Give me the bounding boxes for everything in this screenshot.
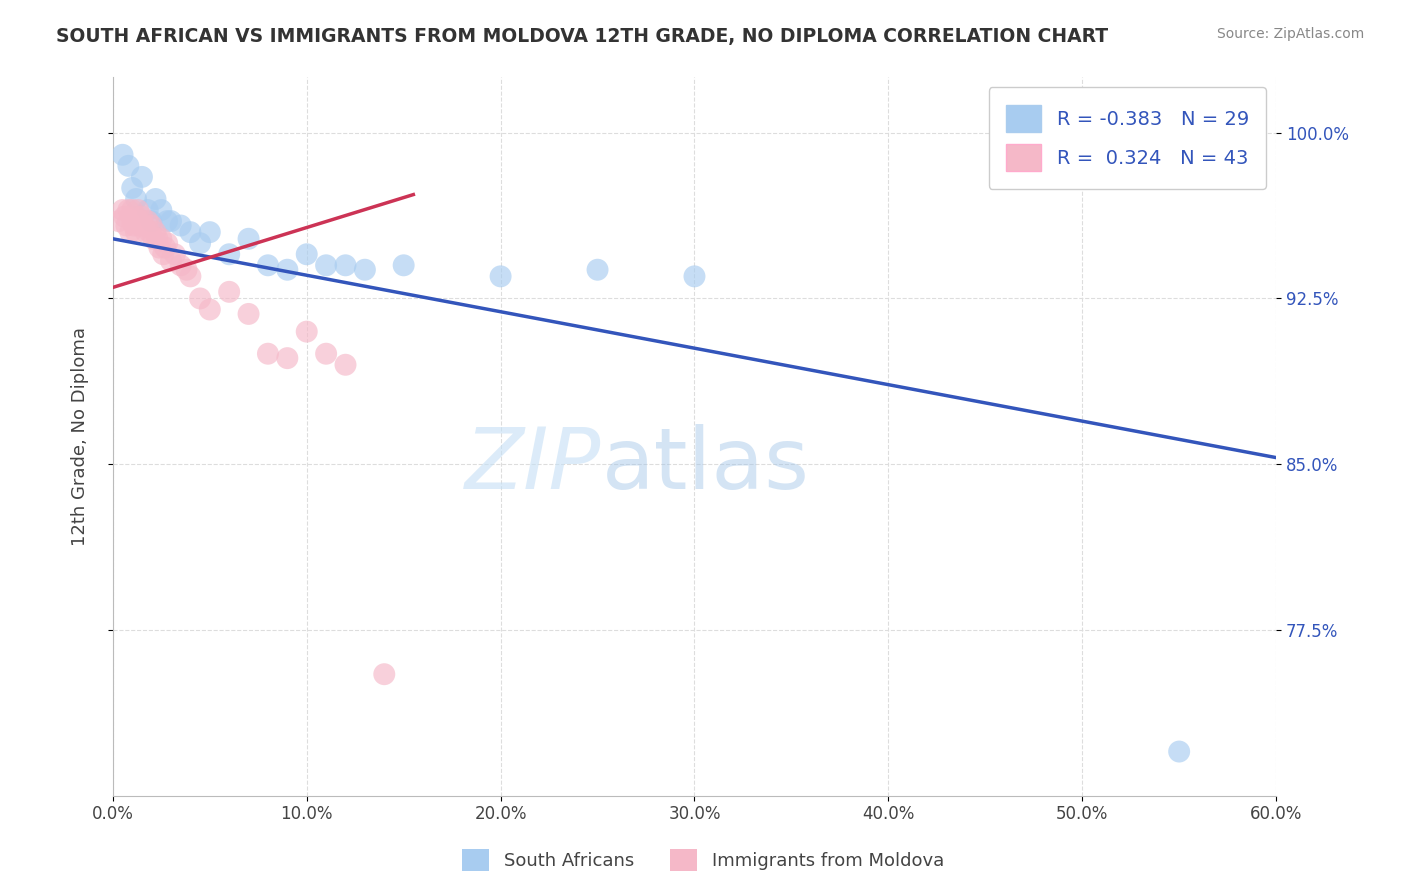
Point — [392, 258, 415, 272]
Point — [1226, 121, 1249, 136]
Point — [115, 219, 138, 233]
Point — [188, 236, 211, 251]
Point — [107, 214, 129, 228]
Point — [257, 347, 280, 361]
Point — [315, 258, 337, 272]
Point — [136, 202, 159, 217]
Point — [160, 214, 183, 228]
Point — [276, 351, 298, 365]
Point — [145, 225, 167, 239]
Point — [153, 241, 176, 255]
Point — [176, 262, 198, 277]
Text: SOUTH AFRICAN VS IMMIGRANTS FROM MOLDOVA 12TH GRADE, NO DIPLOMA CORRELATION CHAR: SOUTH AFRICAN VS IMMIGRANTS FROM MOLDOVA… — [56, 27, 1108, 45]
Point — [141, 219, 163, 233]
Point — [129, 219, 152, 233]
Point — [156, 214, 179, 228]
Point — [150, 232, 173, 246]
Point — [127, 202, 149, 217]
Point — [335, 258, 357, 272]
Point — [131, 210, 153, 224]
Point — [257, 258, 280, 272]
Point — [218, 285, 240, 299]
Point — [156, 236, 179, 251]
Point — [131, 169, 153, 184]
Point — [138, 225, 160, 239]
Legend: R = -0.383   N = 29, R =  0.324   N = 43: R = -0.383 N = 29, R = 0.324 N = 43 — [988, 87, 1267, 189]
Point — [117, 159, 139, 173]
Point — [373, 667, 395, 681]
Point — [121, 202, 143, 217]
Point — [188, 292, 211, 306]
Text: ZIP: ZIP — [465, 424, 602, 507]
Point — [152, 247, 174, 261]
Point — [121, 181, 143, 195]
Point — [295, 325, 318, 339]
Legend: South Africans, Immigrants from Moldova: South Africans, Immigrants from Moldova — [456, 842, 950, 879]
Point — [125, 210, 148, 224]
Point — [125, 192, 148, 206]
Point — [276, 262, 298, 277]
Point — [125, 225, 148, 239]
Point — [218, 247, 240, 261]
Point — [295, 247, 318, 261]
Point — [179, 269, 201, 284]
Point — [150, 202, 173, 217]
Point — [132, 219, 155, 233]
Point — [146, 232, 169, 246]
Point — [121, 214, 143, 228]
Point — [586, 262, 609, 277]
Text: Source: ZipAtlas.com: Source: ZipAtlas.com — [1216, 27, 1364, 41]
Point — [315, 347, 337, 361]
Point — [160, 253, 183, 268]
Point — [489, 269, 512, 284]
Point — [122, 219, 145, 233]
Point — [238, 232, 260, 246]
Point — [111, 202, 134, 217]
Point — [148, 241, 170, 255]
Y-axis label: 12th Grade, No Diploma: 12th Grade, No Diploma — [72, 327, 89, 546]
Point — [142, 232, 165, 246]
Point — [179, 225, 201, 239]
Point — [335, 358, 357, 372]
Point — [170, 219, 193, 233]
Point — [136, 214, 159, 228]
Point — [141, 214, 163, 228]
Point — [683, 269, 706, 284]
Point — [111, 148, 134, 162]
Point — [198, 225, 221, 239]
Point — [120, 225, 142, 239]
Text: atlas: atlas — [602, 424, 810, 507]
Point — [145, 192, 167, 206]
Point — [170, 258, 193, 272]
Point — [198, 302, 221, 317]
Point — [1168, 745, 1191, 759]
Point — [117, 202, 139, 217]
Point — [114, 210, 136, 224]
Point — [354, 262, 377, 277]
Point — [131, 214, 153, 228]
Point — [135, 225, 157, 239]
Point — [163, 247, 186, 261]
Point — [238, 307, 260, 321]
